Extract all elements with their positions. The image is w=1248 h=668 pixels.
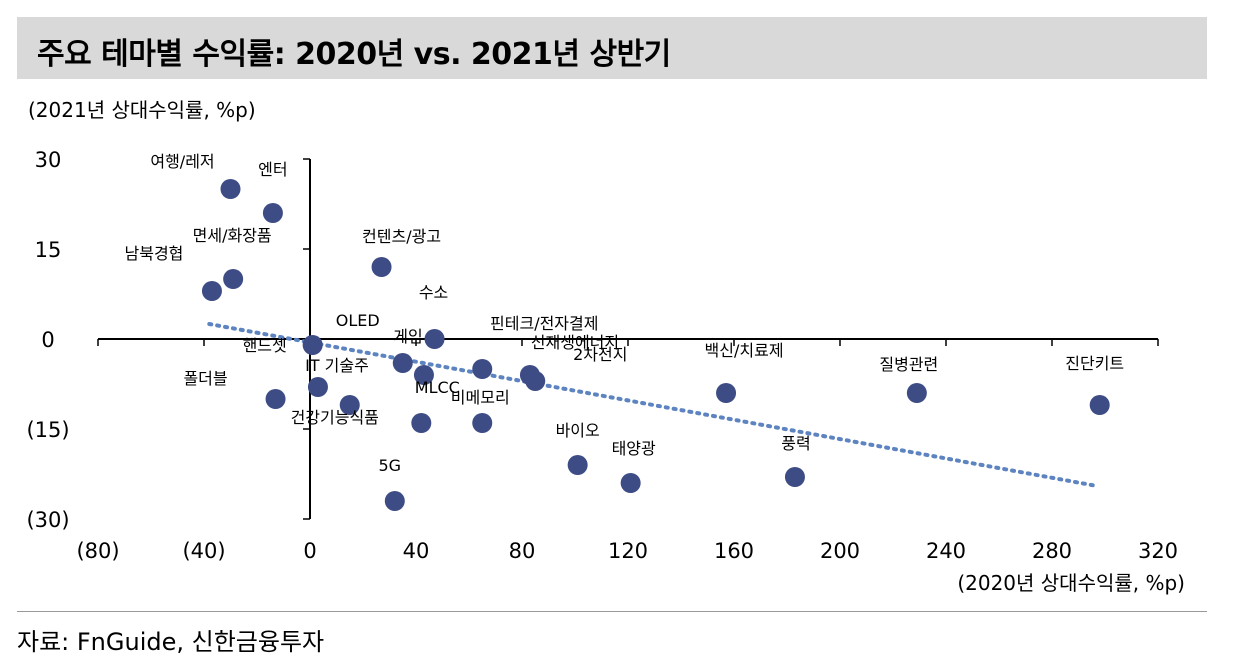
data-label: 풍력 [781,434,810,453]
data-label: 건강기능식품 [291,408,379,427]
data-point [1090,395,1110,415]
y-tick-label: 0 [41,328,54,352]
y-tick-label: 30 [35,148,62,172]
x-tick-label: 40 [403,539,430,563]
data-label: 게임 [393,327,422,346]
data-label: 바이오 [556,421,600,440]
footer-divider [17,611,1207,612]
data-point [303,335,323,355]
x-tick-label: 200 [820,539,860,563]
data-point [385,491,405,511]
data-label: 핸드셋 [243,336,287,355]
x-tick-label: 320 [1138,539,1178,563]
source-note: 자료: FnGuide, 신한금융투자 [17,622,324,657]
x-tick-label: 280 [1032,539,1072,563]
x-tick-label: (40) [182,539,225,563]
x-tick-label: 0 [303,539,316,563]
data-point [472,359,492,379]
data-point [202,281,222,301]
data-point [308,377,328,397]
data-label: 태양광 [612,439,656,458]
data-label: OLED [336,311,380,330]
x-axis-title: (2020년 상대수익률, %p) [957,571,1185,595]
data-label: 질병관련 [879,355,938,374]
data-point [221,179,241,199]
x-tick-label: 120 [608,539,648,563]
x-tick-label: 160 [714,539,754,563]
data-label: 2차전지 [573,345,627,364]
data-point [393,353,413,373]
data-label: 엔터 [258,160,287,179]
x-tick-label: 80 [509,539,536,563]
data-label: 남북경협 [125,244,184,263]
data-label: 폴더블 [183,369,227,388]
data-label: 백신/치료제 [705,341,784,360]
data-point [425,329,445,349]
data-point [621,473,641,493]
data-point [785,467,805,487]
y-tick-label: (15) [26,418,69,442]
scatter-chart: (80) (40) 0 40 80 120 160 200 240 280 320 30 15 0 (15)… [0,0,1248,611]
data-point [472,413,492,433]
data-label: 5G [379,456,402,475]
data-point [411,413,431,433]
data-point [907,383,927,403]
data-point [223,269,243,289]
data-point [568,455,588,475]
data-point [525,371,545,391]
data-label: 컨텐츠/광고 [362,227,441,246]
data-point [266,389,286,409]
data-label: 진단키트 [1065,354,1124,373]
data-point [263,203,283,223]
data-label: 핀테크/전자결제 [490,314,598,333]
data-label: 수소 [419,283,448,302]
y-tick-label: (30) [26,508,69,532]
data-label: 여행/레저 [150,152,214,171]
y-tick-label: 15 [35,238,62,262]
x-tick-label: 240 [926,539,966,563]
data-label: 비메모리 [451,388,510,407]
data-point [716,383,736,403]
data-point [372,257,392,277]
data-label: IT 기술주 [305,356,369,375]
x-tick-label: (80) [76,539,119,563]
data-label: 면세/화장품 [193,226,272,245]
